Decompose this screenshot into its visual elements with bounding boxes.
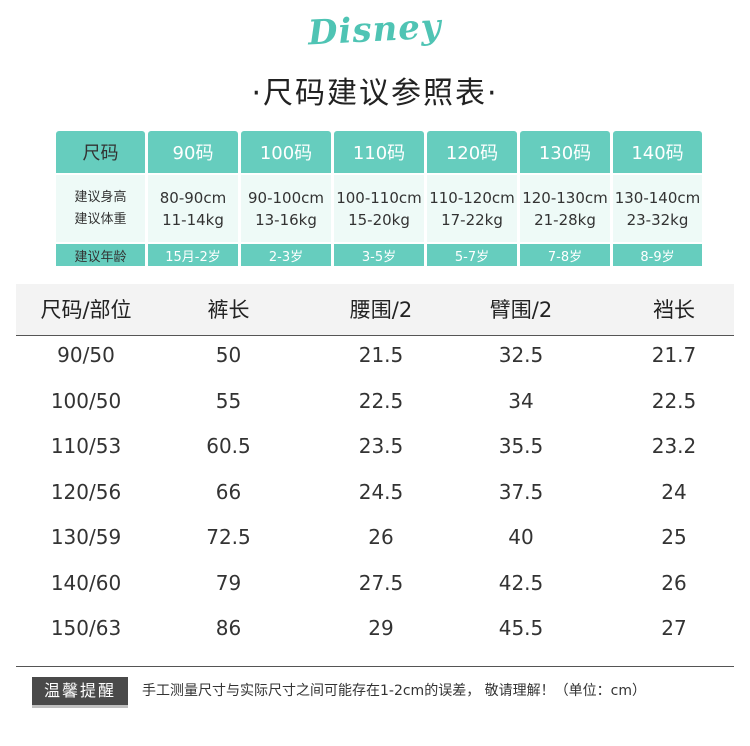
suggestion-age: 2-3岁 [241,244,331,266]
suggestion-column: 90码 80-90cm 11-14kg 15月-2岁 [148,131,238,266]
table-cell: 24.5 [358,479,404,504]
suggestion-size: 140码 [613,131,702,173]
suggestion-height: 90-100cm [248,188,324,207]
table-cell: 72.5 [206,525,251,549]
label-size: 尺码 [56,131,145,173]
table-row: 100/50 55 22.5 34 22.5 [16,379,734,425]
brand-logo: Disney [0,4,750,56]
suggestion-weight: 11-14kg [162,210,224,229]
table-cell: 26 [661,570,687,595]
table-row: 140/60 79 27.5 42.5 26 [16,561,734,607]
suggestion-height: 130-140cm [614,188,701,207]
table-cell: 79 [215,570,242,595]
suggestion-body: 110-120cm 17-22kg [427,175,517,242]
table-cell: 25 [661,525,687,549]
header-cell: 裤长 [207,298,250,322]
suggestion-size: 90码 [148,131,238,173]
suggestion-body: 120-130cm 21-28kg [520,175,610,242]
table-cell: 21.7 [651,343,697,367]
suggestion-height: 110-120cm [429,188,515,207]
table-header: 尺码/部位 裤长 腰围/2 臂围/2 裆长 [16,284,734,336]
table-cell: 34 [508,388,534,413]
table-cell: 32.5 [498,343,544,367]
header-cell: 裆长 [653,298,695,322]
suggestion-height: 120-130cm [522,188,608,207]
suggestion-weight: 13-16kg [255,210,317,229]
suggestion-column: 100码 90-100cm 13-16kg 2-3岁 [241,131,331,266]
suggestion-label-column: 尺码 建议身高 建议体重 建议年龄 [56,131,145,266]
table-cell: 100/50 [50,388,122,413]
size-suggestion-grid: 尺码 建议身高 建议体重 建议年龄 90码 80-90cm 11-14kg 15… [56,131,702,266]
suggestion-body: 100-110cm 15-20kg [334,175,424,242]
table-row: 90/50 50 21.5 32.5 21.7 [16,333,734,379]
reminder-badge: 温馨提醒 [32,677,128,705]
table-cell: 110/53 [50,434,122,458]
table-cell: 45.5 [498,616,544,640]
table-row: 120/56 66 24.5 37.5 24 [16,470,734,516]
table-cell: 86 [215,616,242,640]
table-cell: 35.5 [498,434,544,458]
table-cell: 22.5 [651,388,697,413]
table-cell: 37.5 [498,479,544,504]
table-cell: 90/50 [57,343,115,367]
suggestion-column: 120码 110-120cm 17-22kg 5-7岁 [427,131,517,266]
table-cell: 150/63 [50,616,122,640]
table-cell: 24 [661,479,687,504]
table-cell: 140/60 [50,570,122,595]
table-cell: 55 [215,388,242,413]
suggestion-weight: 23-32kg [626,210,689,229]
reminder-note: 温馨提醒 手工测量尺寸与实际尺寸之间可能存在1-2cm的误差， 敬请理解！（单位… [32,677,732,708]
suggestion-age: 7-8岁 [520,244,610,266]
table-row: 130/59 72.5 26 40 25 [16,515,734,561]
suggestion-column: 140码 130-140cm 23-32kg 8-9岁 [613,131,702,266]
page-title: ·尺码建议参照表· [251,76,499,111]
reminder-text: 手工测量尺寸与实际尺寸之间可能存在1-2cm的误差， 敬请理解！（单位：cm） [142,683,646,699]
label-height: 建议身高 [74,189,127,205]
table-bottom-divider [16,666,734,667]
table-cell: 42.5 [498,570,544,595]
label-height-weight: 建议身高 建议体重 [56,175,145,242]
table-cell: 27 [661,616,687,640]
table-cell: 29 [368,616,394,640]
badge-underline [32,705,128,708]
logo-text: Disney [307,6,443,54]
suggestion-size: 110码 [334,131,424,173]
table-cell: 120/56 [50,479,122,504]
header-cell: 腰围/2 [349,298,413,322]
suggestion-size: 120码 [427,131,517,173]
header-cell: 尺码/部位 [40,298,132,322]
suggestion-height: 100-110cm [336,188,422,207]
suggestion-height: 80-90cm [159,188,227,207]
table-cell: 130/59 [50,525,122,549]
table-cell: 40 [508,525,534,549]
suggestion-body: 130-140cm 23-32kg [613,175,702,242]
suggestion-size: 130码 [520,131,610,173]
suggestion-weight: 17-22kg [441,210,503,229]
suggestion-age: 8-9岁 [613,244,702,266]
suggestion-column: 110码 100-110cm 15-20kg 3-5岁 [334,131,424,266]
suggestion-size: 100码 [241,131,331,173]
suggestion-age: 5-7岁 [427,244,517,266]
table-row: 110/53 60.5 23.5 35.5 23.2 [16,424,734,470]
table-cell: 26 [368,525,394,549]
suggestion-age: 15月-2岁 [148,244,238,266]
suggestion-column: 130码 120-130cm 21-28kg 7-8岁 [520,131,610,266]
label-age: 建议年龄 [56,244,145,266]
table-cell: 50 [215,343,242,367]
label-weight: 建议体重 [74,211,127,227]
table-cell: 22.5 [358,388,404,413]
table-row: 150/63 86 29 45.5 27 [16,606,734,652]
table-cell: 23.2 [651,434,697,458]
suggestion-age: 3-5岁 [334,244,424,266]
suggestion-weight: 15-20kg [348,210,410,229]
table-cell: 27.5 [358,570,404,595]
suggestion-body: 90-100cm 13-16kg [241,175,331,242]
header-cell: 臂围/2 [489,298,553,322]
table-cell: 21.5 [358,343,404,367]
suggestion-weight: 21-28kg [534,210,596,229]
table-cell: 60.5 [206,434,251,458]
suggestion-body: 80-90cm 11-14kg [148,175,238,242]
table-cell: 66 [215,479,242,504]
table-cell: 23.5 [358,434,404,458]
